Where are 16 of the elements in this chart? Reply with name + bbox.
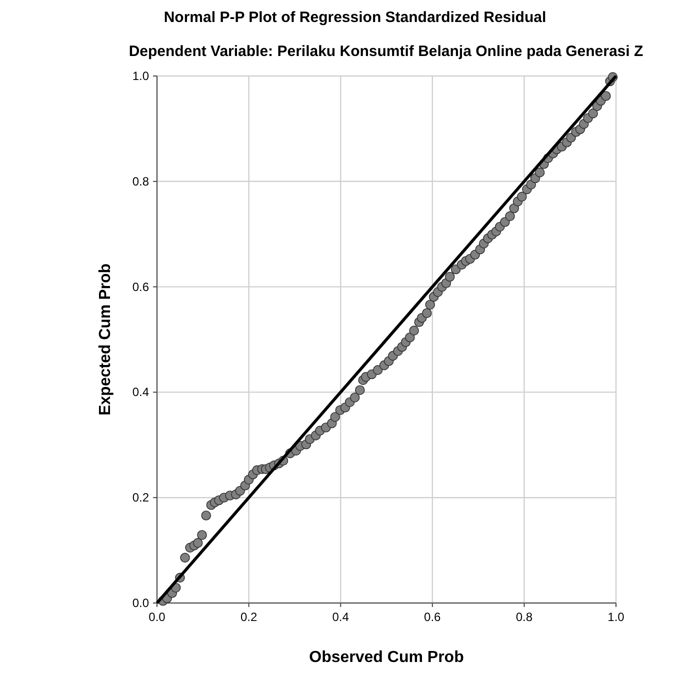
y-tick-label: 0.6 — [132, 280, 150, 294]
x-tick-label: 1.0 — [608, 610, 625, 624]
y-tick-label: 0.8 — [132, 174, 150, 188]
y-tick-label: 0.0 — [132, 596, 150, 610]
y-tick-label: 0.4 — [132, 385, 150, 400]
x-tick-label: 0.6 — [424, 610, 442, 624]
y-tick-label: 0.2 — [132, 490, 150, 505]
y-tick-label: 1.0 — [132, 69, 150, 83]
x-axis-title: Observed Cum Prob — [309, 649, 464, 666]
x-tick-label: 0.0 — [148, 610, 166, 624]
x-tick-label: 0.4 — [332, 610, 350, 624]
chart-title: Normal P-P Plot of Regression Standardized Residual — [164, 9, 546, 26]
x-tick-label: 0.2 — [240, 610, 258, 624]
y-axis-title: Expected Cum Prob — [97, 263, 114, 416]
x-tick-label: 0.8 — [516, 610, 533, 624]
chart-subtitle: Dependent Variable: Perilaku Konsumtif Belanja Online pada Generasi Z — [128, 43, 644, 60]
